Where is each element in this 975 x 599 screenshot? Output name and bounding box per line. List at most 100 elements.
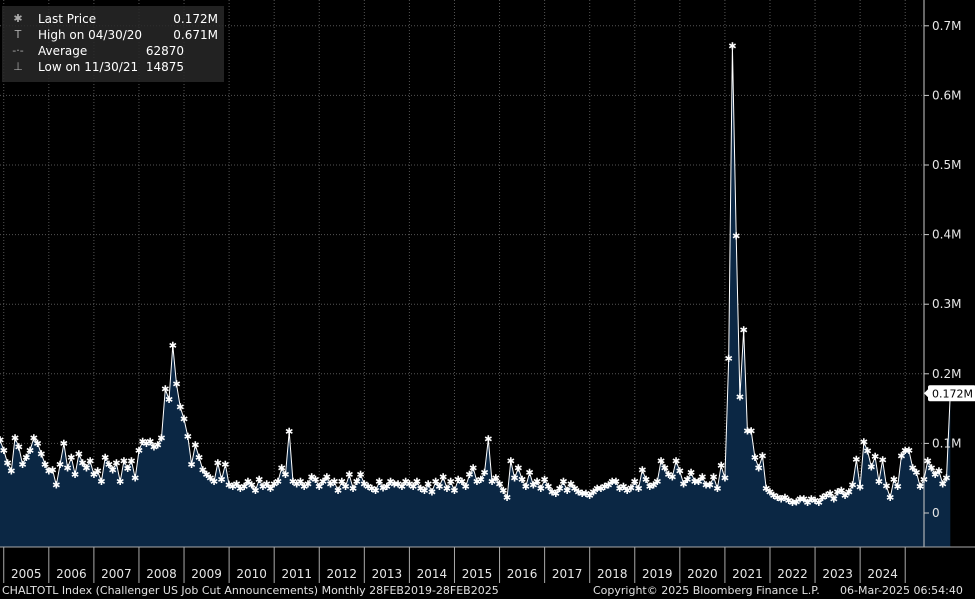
data-point: ✱ bbox=[368, 484, 376, 495]
data-point: ✱ bbox=[52, 481, 60, 492]
footer-copyright: Copyright© 2025 Bloomberg Finance L.P. bbox=[593, 584, 820, 597]
data-point: ✱ bbox=[803, 498, 811, 509]
data-point: ✱ bbox=[927, 463, 935, 474]
x-tick-label: 2017 bbox=[552, 567, 583, 581]
data-point: ✱ bbox=[304, 479, 312, 490]
data-point: ✱ bbox=[792, 497, 800, 508]
data-point: ✱ bbox=[886, 493, 894, 504]
data-point: ✱ bbox=[416, 484, 424, 495]
x-tick-label: 2023 bbox=[822, 567, 853, 581]
data-point: ✱ bbox=[499, 486, 507, 497]
data-point: ✱ bbox=[11, 433, 19, 444]
data-point: ✱ bbox=[766, 488, 774, 499]
data-point: ✱ bbox=[585, 491, 593, 502]
footer-bar: CHALTOTL Index (Challenger US Job Cut An… bbox=[0, 583, 975, 599]
data-point: ✱ bbox=[353, 477, 361, 488]
data-point: ✱ bbox=[653, 477, 661, 488]
y-tick-label: 0.3M bbox=[932, 297, 961, 311]
data-point: ✱ bbox=[781, 493, 789, 504]
data-point: ✱ bbox=[300, 482, 308, 493]
data-point: ✱ bbox=[469, 463, 477, 474]
data-point: ✱ bbox=[364, 482, 372, 493]
data-point: ✱ bbox=[90, 470, 98, 481]
data-point: ✱ bbox=[18, 460, 26, 471]
data-point: ✱ bbox=[875, 477, 883, 488]
legend-last-label: Last Price bbox=[38, 12, 97, 26]
data-point: ✱ bbox=[604, 481, 612, 492]
data-point: ✱ bbox=[871, 452, 879, 463]
data-point: ✱ bbox=[582, 489, 590, 500]
data-point: ✱ bbox=[574, 488, 582, 499]
data-point: ✱ bbox=[830, 495, 838, 506]
data-point: ✱ bbox=[465, 470, 473, 481]
x-tick-label: 2012 bbox=[327, 567, 358, 581]
data-point: ✱ bbox=[672, 456, 680, 467]
data-point: ✱ bbox=[694, 477, 702, 488]
legend-high-label: High on 04/30/20 bbox=[38, 28, 143, 42]
data-point: ✱ bbox=[165, 395, 173, 406]
legend-last-value: 0.172M bbox=[173, 12, 218, 26]
data-point: ✱ bbox=[755, 463, 763, 474]
legend-low-row: ⊥ Low on 11/30/21 14875 bbox=[2, 59, 224, 75]
data-point: ✱ bbox=[811, 496, 819, 507]
data-point: ✱ bbox=[878, 456, 886, 467]
legend-average-value: 62870 bbox=[145, 44, 184, 58]
data-point: ✱ bbox=[638, 465, 646, 476]
data-point: ✱ bbox=[462, 482, 470, 493]
x-tick-label: 2019 bbox=[642, 567, 673, 581]
legend-high-row: T High on 04/30/20 0.671M bbox=[2, 27, 224, 43]
data-point: ✱ bbox=[597, 484, 605, 495]
data-point: ✱ bbox=[338, 477, 346, 488]
data-point: ✱ bbox=[22, 453, 30, 464]
legend-low-value: 14875 bbox=[145, 60, 184, 74]
data-point: ✱ bbox=[507, 456, 515, 467]
data-point: ✱ bbox=[845, 488, 853, 499]
data-point: ✱ bbox=[631, 477, 639, 488]
data-point: ✱ bbox=[510, 474, 518, 485]
data-point: ✱ bbox=[732, 231, 740, 242]
data-point: ✱ bbox=[492, 474, 500, 485]
data-point: ✱ bbox=[45, 467, 53, 478]
area-fill bbox=[0, 46, 951, 547]
data-point: ✱ bbox=[563, 486, 571, 497]
data-point: ✱ bbox=[398, 482, 406, 493]
data-point: ✱ bbox=[533, 477, 541, 488]
x-tick-label: 2018 bbox=[597, 567, 628, 581]
x-tick-label: 2022 bbox=[777, 567, 808, 581]
y-tick-label: 0.6M bbox=[932, 88, 961, 102]
data-point: ✱ bbox=[394, 479, 402, 490]
data-point: ✱ bbox=[33, 439, 41, 450]
data-point: ✱ bbox=[435, 482, 443, 493]
data-point: ✱ bbox=[293, 479, 301, 490]
data-point: ✱ bbox=[330, 477, 338, 488]
data-point: ✱ bbox=[608, 477, 616, 488]
data-point: ✱ bbox=[296, 477, 304, 488]
data-point: ✱ bbox=[15, 442, 23, 453]
data-point: ✱ bbox=[225, 481, 233, 492]
data-point: ✱ bbox=[0, 446, 8, 457]
data-point: ✱ bbox=[210, 477, 218, 488]
data-point: ✱ bbox=[251, 486, 259, 497]
data-point: ✱ bbox=[97, 477, 105, 488]
data-point: ✱ bbox=[717, 461, 725, 472]
x-tick-label: 2007 bbox=[101, 567, 132, 581]
x-axis: 2005 2006 2007 2008 2009 2010 2011 2012 2013 2014… bbox=[0, 546, 975, 583]
data-point: ✱ bbox=[360, 479, 368, 490]
data-point: ✱ bbox=[702, 481, 710, 492]
data-point: ✱ bbox=[616, 484, 624, 495]
y-tick-label: 0.7M bbox=[932, 19, 961, 33]
data-point: ✱ bbox=[473, 477, 481, 488]
data-point: ✱ bbox=[679, 479, 687, 490]
legend-low-label: Low on 11/30/21 bbox=[38, 60, 139, 74]
data-point: ✱ bbox=[184, 432, 192, 443]
data-point: ✱ bbox=[939, 479, 947, 490]
data-point: ✱ bbox=[800, 495, 808, 506]
data-point: ✱ bbox=[154, 440, 162, 451]
data-point: ✱ bbox=[788, 498, 796, 509]
data-point: ✱ bbox=[447, 477, 455, 488]
data-point: ✱ bbox=[424, 479, 432, 490]
average-line-icon: -·- bbox=[12, 44, 24, 57]
data-point: ✱ bbox=[747, 426, 755, 437]
x-tick-label: 2024 bbox=[867, 567, 898, 581]
data-point: ✱ bbox=[232, 479, 240, 490]
